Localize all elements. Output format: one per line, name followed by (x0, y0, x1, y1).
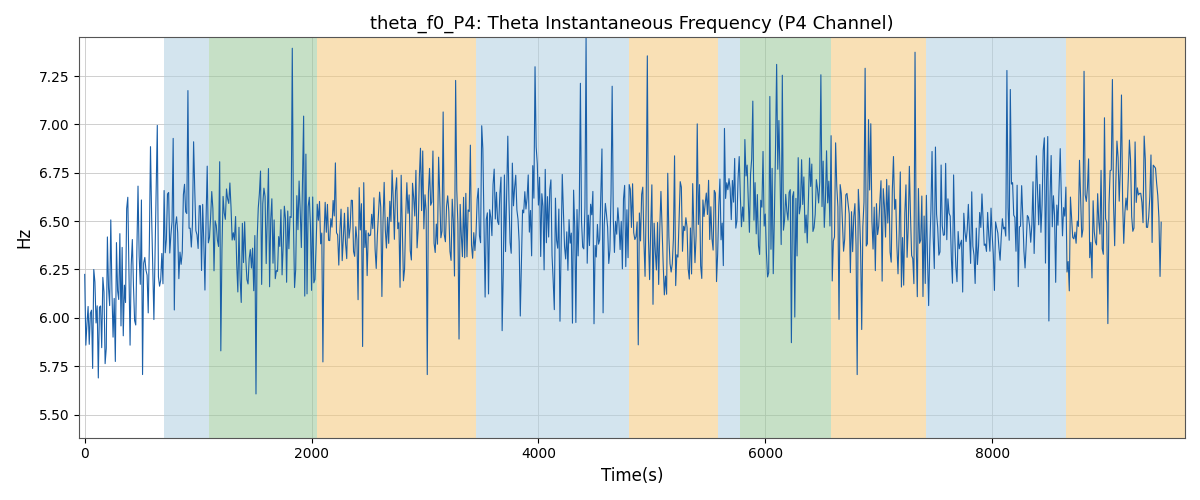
Bar (926, 38, 1066, 438)
Bar (317, 38, 476, 438)
Bar (629, 38, 718, 438)
Y-axis label: Hz: Hz (14, 227, 32, 248)
Bar (476, 38, 629, 438)
Title: theta_f0_P4: Theta Instantaneous Frequency (P4 Channel): theta_f0_P4: Theta Instantaneous Frequen… (371, 15, 894, 34)
Bar (164, 38, 210, 438)
X-axis label: Time(s): Time(s) (601, 467, 664, 485)
Bar (210, 38, 317, 438)
Bar (1066, 38, 1186, 438)
Bar (740, 38, 832, 438)
Bar (718, 38, 740, 438)
Bar (832, 38, 926, 438)
